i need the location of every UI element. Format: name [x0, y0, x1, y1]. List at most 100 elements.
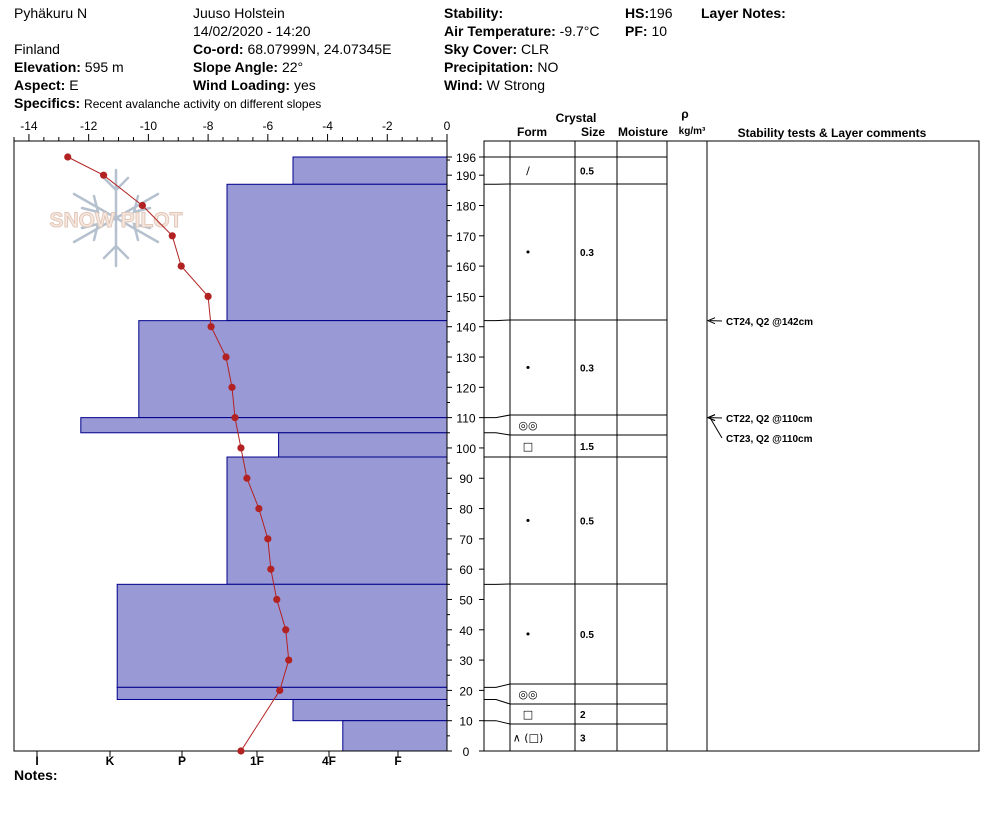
hardness-bar-2	[138, 320, 448, 419]
hardness-bar-1	[226, 183, 448, 322]
plot-frame	[13, 140, 448, 752]
temperature-point-8	[228, 383, 236, 391]
temperature-point-5	[204, 292, 212, 301]
height-label-40: 40	[459, 624, 473, 638]
wind-value: W Strong	[486, 77, 545, 93]
coord-value: 68.07999N, 24.07345E	[247, 41, 392, 57]
table-frame	[483, 140, 980, 752]
coord-label: Co-ord:	[193, 41, 244, 57]
layer-form-6: •	[525, 628, 532, 641]
specifics-label: Specifics:	[14, 95, 81, 111]
layer-form-0: /	[526, 165, 530, 178]
layer-connector	[484, 720, 511, 725]
temperature-point-0	[64, 153, 72, 161]
temp-tick-label-1: -12	[80, 119, 98, 133]
specifics-value: Recent avalanche activity on different s…	[84, 97, 322, 111]
wind-loading-row: Wind Loading: yes	[193, 76, 316, 94]
height-label-190: 190	[456, 169, 476, 183]
layer-connector	[484, 414, 511, 419]
layer-size-1: 0.3	[580, 248, 594, 259]
height-label-0: 0	[463, 745, 470, 759]
precip-value: NO	[537, 59, 559, 75]
layer-size-4: 1.5	[580, 442, 594, 453]
height-label-70: 70	[459, 533, 473, 547]
temp-tick-label-5: -4	[322, 119, 333, 133]
layer-form-1: •	[525, 246, 532, 259]
slope-value: 22°	[281, 59, 304, 75]
temperature-point-10	[237, 444, 245, 452]
hardness-bar-0	[292, 156, 448, 185]
height-label-150: 150	[456, 290, 476, 304]
sky-value: CLR	[521, 41, 550, 57]
moisture-header: Moisture	[618, 125, 668, 139]
height-label-110: 110	[456, 412, 475, 426]
height-label-180: 180	[456, 199, 476, 213]
stability-arrow	[706, 317, 716, 325]
temperature-point-18	[276, 686, 284, 694]
stability-test-0: CT24, Q2 @142cm	[726, 317, 813, 328]
height-label-60: 60	[459, 563, 473, 577]
height-label-130: 130	[456, 351, 476, 365]
temp-tick-label-7: 0	[444, 119, 451, 133]
coord-row: Co-ord: 68.07999N, 24.07345E	[193, 40, 391, 58]
layer-connector	[484, 683, 511, 688]
hardness-label-4F: 4F	[322, 754, 336, 768]
temperature-point-16	[282, 626, 290, 634]
layer-form-2: •	[525, 362, 532, 375]
elevation-row: Elevation: 595 m	[14, 58, 124, 76]
notes-label: Notes:	[14, 767, 58, 783]
sky-label: Sky Cover:	[444, 41, 518, 57]
hardness-bar-4	[278, 432, 448, 458]
air-temp-value: -9.7°C	[559, 23, 600, 39]
temp-tick-label-3: -8	[203, 119, 214, 133]
layer-notes-label: Layer Notes:	[701, 5, 786, 21]
form-header: Form	[517, 125, 547, 139]
hardness-temperature-plot: -14 -12 -10 -8 -6 -4 -2 0 I K P 1F 4F F 0 10 20 30 40 50 60 7…	[13, 119, 484, 768]
layer-size-9: 3	[580, 734, 586, 745]
height-label-170: 170	[456, 230, 476, 244]
layer-connector	[484, 432, 511, 436]
hardness-bar-6	[116, 583, 448, 688]
layer-size-2: 0.3	[580, 364, 594, 375]
temperature-point-7	[222, 353, 230, 361]
height-label-100: 100	[456, 442, 476, 456]
precip-row: Precipitation: NO	[444, 58, 558, 76]
temperature-point-13	[264, 535, 272, 543]
size-header: Size	[581, 125, 605, 139]
layer-size-8: 2	[580, 710, 586, 721]
hardness-label-I: I	[35, 754, 38, 768]
stability-label: Stability:	[444, 5, 504, 21]
layer-form-7: ◎◎	[518, 688, 537, 701]
temperature-point-14	[267, 565, 275, 573]
height-label-20: 20	[459, 684, 473, 698]
temp-tick-label-2: -10	[140, 119, 158, 133]
stability-test-1: CT22, Q2 @110cm	[726, 414, 813, 425]
temperature-point-3	[168, 232, 176, 240]
slope-label: Slope Angle:	[193, 59, 279, 75]
height-label-196: 196	[456, 151, 476, 165]
temp-tick-label-4: -6	[262, 119, 273, 133]
aspect-label: Aspect:	[14, 77, 66, 93]
elevation-value: 595 m	[84, 59, 124, 75]
temp-tick-label-0: -14	[20, 119, 38, 133]
wind-loading-label: Wind Loading:	[193, 77, 291, 93]
wind-label: Wind:	[444, 77, 483, 93]
layer-size-0: 0.5	[580, 167, 594, 178]
snowpilot-logo: SNOW PILOT	[49, 168, 183, 268]
country: Finland	[14, 41, 60, 57]
hardness-label-F: F	[394, 754, 401, 768]
hs-label: HS:	[625, 5, 650, 21]
snowpilot-logo-text: SNOW PILOT	[50, 209, 183, 232]
temperature-point-9	[231, 414, 239, 422]
precip-label: Precipitation:	[444, 59, 534, 75]
height-label-50: 50	[459, 593, 473, 607]
height-label-30: 30	[459, 654, 473, 668]
observer: Juuso Holstein	[193, 5, 285, 21]
layer-connector	[484, 698, 511, 705]
pf-value: 10	[651, 23, 668, 39]
temperature-point-19	[237, 747, 245, 755]
stability-leader	[709, 417, 723, 439]
pf-row: PF: 10	[625, 22, 667, 40]
temp-tick-label-6: -2	[382, 119, 393, 133]
